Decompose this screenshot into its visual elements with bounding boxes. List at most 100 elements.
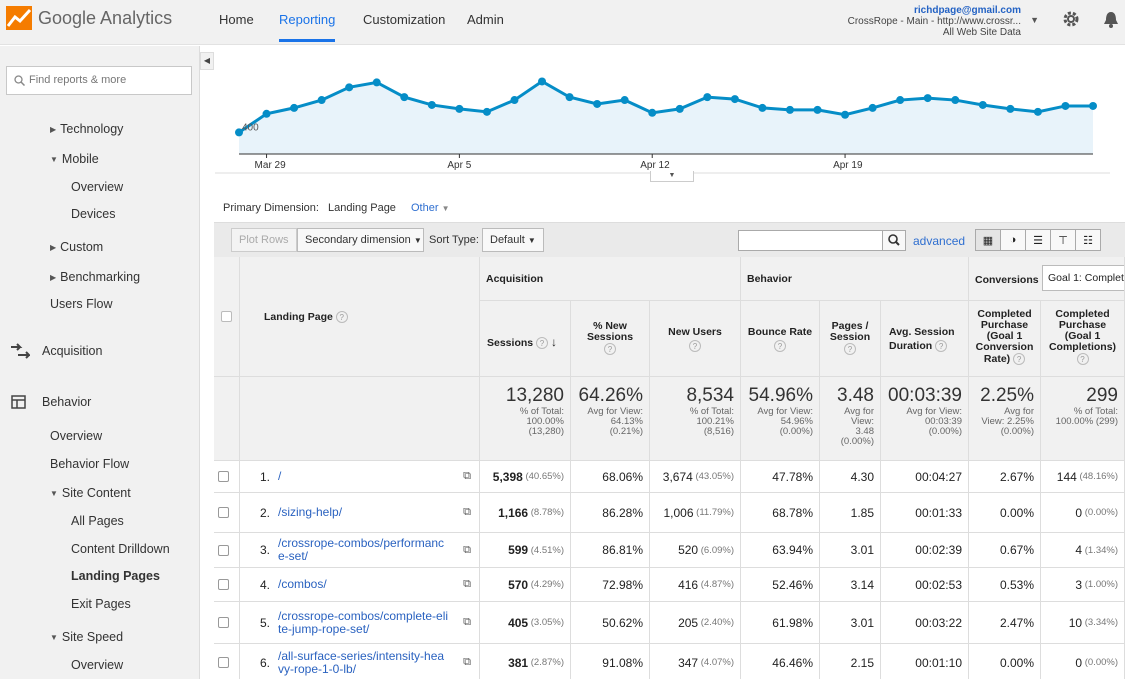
data-point[interactable] xyxy=(1006,104,1015,113)
data-point[interactable] xyxy=(482,107,491,116)
table-search-button[interactable] xyxy=(882,230,906,251)
data-point[interactable] xyxy=(730,95,739,104)
sidebar-item-users-flow[interactable]: Users Flow xyxy=(50,297,113,311)
external-link-icon[interactable]: ⧉ xyxy=(463,578,471,590)
data-point[interactable] xyxy=(675,104,684,113)
help-icon[interactable]: ? xyxy=(935,340,948,352)
new-users-header[interactable]: New Users? xyxy=(650,301,741,377)
table-view-icon[interactable]: ▦ xyxy=(975,229,1001,251)
data-point[interactable] xyxy=(785,105,794,114)
row-checkbox[interactable] xyxy=(218,471,229,482)
data-point[interactable] xyxy=(262,109,271,118)
row-checkbox[interactable] xyxy=(218,657,229,668)
data-point[interactable] xyxy=(510,96,519,105)
primary-dimension-other[interactable]: Other ▼ xyxy=(411,202,450,214)
avg-session-duration-header[interactable]: Avg. Session Duration ? xyxy=(881,301,969,377)
data-point[interactable] xyxy=(1033,107,1042,116)
logo[interactable]: Google Analytics xyxy=(6,6,172,30)
data-point[interactable] xyxy=(923,94,932,103)
conversion-rate-header[interactable]: Completed Purchase (Goal 1 Conversion Ra… xyxy=(969,301,1041,377)
data-point[interactable] xyxy=(455,104,464,113)
row-checkbox[interactable] xyxy=(218,507,229,518)
comparison-view-icon[interactable]: ⊤ xyxy=(1050,229,1076,251)
chevron-down-icon[interactable]: ▼ xyxy=(650,171,694,182)
external-link-icon[interactable]: ⧉ xyxy=(463,656,471,668)
data-point[interactable] xyxy=(841,110,850,119)
row-checkbox[interactable] xyxy=(218,617,229,628)
data-point[interactable] xyxy=(978,100,987,109)
row-checkbox[interactable] xyxy=(218,579,229,590)
help-icon[interactable]: ? xyxy=(689,340,701,352)
sidebar-item-acquisition[interactable]: Acquisition xyxy=(42,344,103,358)
nav-home[interactable]: Home xyxy=(219,12,254,27)
sidebar-item-site-speed[interactable]: ▼ Site Speed xyxy=(50,630,123,644)
landing-page-link[interactable]: /crossrope-combos/complete-elite-jump-ro… xyxy=(278,608,449,636)
data-point[interactable] xyxy=(896,96,905,105)
search-input[interactable]: Find reports & more xyxy=(6,66,192,95)
sidebar-item-benchmarking[interactable]: ▶ Benchmarking xyxy=(50,270,140,284)
sort-type-select[interactable]: Default ▼ xyxy=(482,228,544,252)
pie-view-icon[interactable]: ◑ xyxy=(1000,229,1026,251)
pivot-view-icon[interactable]: ☷ xyxy=(1075,229,1101,251)
sidebar-item-behavior-flow[interactable]: Behavior Flow xyxy=(50,457,130,471)
nav-reporting[interactable]: Reporting xyxy=(279,12,336,42)
sidebar-item-behavior[interactable]: Behavior xyxy=(42,395,92,409)
data-point[interactable] xyxy=(290,103,299,112)
sidebar-item-speed-overview[interactable]: Overview xyxy=(71,658,124,672)
bounce-rate-header[interactable]: Bounce Rate? xyxy=(741,301,820,377)
landing-page-link[interactable]: /sizing-help/ xyxy=(278,505,343,519)
table-search-input[interactable] xyxy=(738,230,883,251)
sidebar-item-behavior-overview[interactable]: Overview xyxy=(50,429,103,443)
external-link-icon[interactable]: ⧉ xyxy=(463,543,471,556)
sidebar-item-mobile[interactable]: ▼ Mobile xyxy=(50,152,99,166)
data-point[interactable] xyxy=(235,128,243,137)
data-point[interactable] xyxy=(1089,101,1097,110)
account-selector[interactable]: richdpage@gmail.com CrossRope - Main - h… xyxy=(848,5,1039,38)
data-point[interactable] xyxy=(372,78,381,87)
sidebar-item-site-content[interactable]: ▼ Site Content xyxy=(50,486,131,500)
help-icon[interactable]: ? xyxy=(1013,353,1026,365)
nav-customization[interactable]: Customization xyxy=(363,12,446,27)
sidebar-item-exit-pages[interactable]: Exit Pages xyxy=(71,597,131,611)
select-all-checkbox[interactable] xyxy=(221,311,232,322)
sidebar-item-content-drilldown[interactable]: Content Drilldown xyxy=(71,542,170,556)
external-link-icon[interactable]: ⧉ xyxy=(463,470,471,482)
collapse-sidebar-button[interactable]: ◀ xyxy=(200,52,214,70)
landing-page-link[interactable]: /all-surface-series/intensity-heavy-rope… xyxy=(278,648,445,676)
sidebar-item-devices[interactable]: Devices xyxy=(71,207,116,221)
data-point[interactable] xyxy=(703,93,712,102)
data-point[interactable] xyxy=(565,93,574,102)
sidebar-item-technology[interactable]: ▶ Technology xyxy=(50,122,123,136)
data-point[interactable] xyxy=(317,96,326,105)
gear-icon[interactable] xyxy=(1062,10,1080,28)
landing-page-link[interactable]: /crossrope-combos/performance-set/ xyxy=(278,536,445,563)
plot-rows-button[interactable]: Plot Rows xyxy=(231,228,297,252)
data-point[interactable] xyxy=(620,96,629,105)
primary-dimension-value[interactable]: Landing Page xyxy=(328,202,396,214)
landing-page-link[interactable]: /combos/ xyxy=(278,577,327,591)
row-checkbox[interactable] xyxy=(218,544,229,556)
sessions-header[interactable]: Sessions ? ↓ xyxy=(480,301,571,377)
data-point[interactable] xyxy=(538,77,547,86)
data-point[interactable] xyxy=(758,103,767,112)
nav-admin[interactable]: Admin xyxy=(467,12,504,27)
pages-per-session-header[interactable]: Pages / Session? xyxy=(820,301,881,377)
help-icon[interactable]: ? xyxy=(844,343,856,355)
advanced-filter-link[interactable]: advanced xyxy=(913,234,966,248)
completions-header[interactable]: Completed Purchase (Goal 1 Completions)? xyxy=(1041,301,1125,377)
help-icon[interactable]: ? xyxy=(335,311,348,323)
landing-page-header[interactable]: Landing Page ? xyxy=(240,257,480,377)
sidebar-item-mobile-overview[interactable]: Overview xyxy=(71,180,124,194)
data-point[interactable] xyxy=(813,105,822,114)
goal-select[interactable]: Goal 1: Complete xyxy=(1042,265,1124,291)
sidebar-item-custom[interactable]: ▶ Custom xyxy=(50,240,103,254)
secondary-dimension-select[interactable]: Secondary dimension ▼ xyxy=(297,228,424,252)
data-point[interactable] xyxy=(648,108,657,117)
performance-view-icon[interactable]: ☰ xyxy=(1025,229,1051,251)
help-icon[interactable]: ? xyxy=(1076,353,1089,365)
landing-page-link[interactable]: / xyxy=(278,469,282,483)
help-icon[interactable]: ? xyxy=(536,337,549,349)
external-link-icon[interactable]: ⧉ xyxy=(463,506,471,518)
data-point[interactable] xyxy=(427,100,436,109)
help-icon[interactable]: ? xyxy=(774,340,786,352)
